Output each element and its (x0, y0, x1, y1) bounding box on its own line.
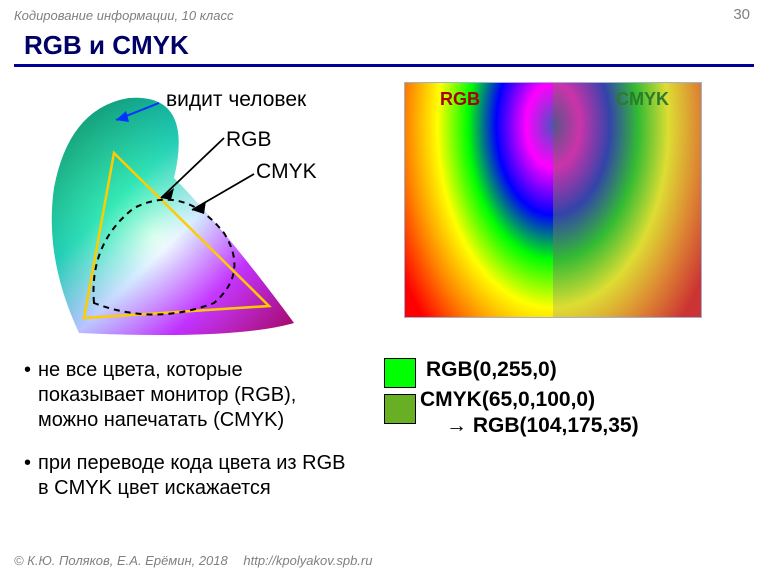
swatch-rgb-green (384, 358, 416, 388)
bullet-2: при переводе кода цвета из RGB в CMYK цв… (24, 451, 354, 501)
footer-copyright: © К.Ю. Поляков, Е.А. Ерёмин, 2018 (14, 553, 228, 568)
footer: © К.Ю. Поляков, Е.А. Ерёмин, 2018 http:/… (14, 553, 372, 568)
header-text: Кодирование информации, 10 класс (14, 8, 233, 23)
swatch-cmyk-green (384, 394, 416, 424)
swatch-result-text: → RGB(104,175,35) (446, 414, 639, 438)
swatch-cmyk-text: CMYK(65,0,100,0) (420, 388, 595, 412)
label-human-gamut: видит человек (166, 88, 306, 112)
footer-url: http://kpolyakov.spb.ru (243, 553, 372, 568)
label-cmyk-gamut: CMYK (256, 160, 317, 184)
swatch-rgb-text: RGB(0,255,0) (426, 358, 557, 382)
bullet-1: не все цвета, которые показывает монитор… (24, 358, 354, 433)
slide-title: RGB и CMYK (24, 30, 189, 61)
page-number: 30 (733, 6, 750, 23)
spectrum-label-rgb: RGB (440, 89, 480, 110)
spectrum-cmyk-panel (553, 83, 701, 317)
label-rgb-gamut: RGB (226, 128, 272, 152)
title-underline (14, 64, 754, 67)
spectrum-label-cmyk: CMYK (616, 89, 669, 110)
bullet-list: не все цвета, которые показывает монитор… (24, 358, 354, 519)
spectrum-comparison: RGB CMYK (404, 82, 702, 318)
gamut-diagram (34, 78, 334, 348)
spectrum-rgb-panel (405, 83, 553, 317)
